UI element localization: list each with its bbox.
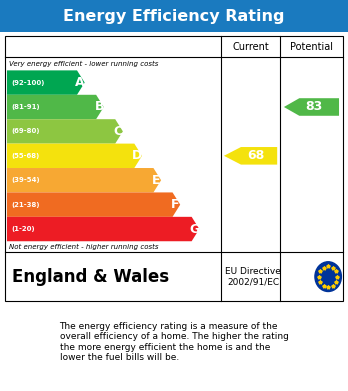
Text: E: E <box>152 174 161 187</box>
Text: Energy Efficiency Rating: Energy Efficiency Rating <box>63 9 285 23</box>
Bar <box>5 36 343 301</box>
Text: Potential: Potential <box>290 42 333 52</box>
Text: A: A <box>75 76 85 89</box>
Text: (55-68): (55-68) <box>11 153 39 159</box>
Polygon shape <box>7 192 180 217</box>
Text: 68: 68 <box>247 149 264 162</box>
Text: 83: 83 <box>306 100 323 113</box>
Polygon shape <box>7 143 142 168</box>
Text: (21-38): (21-38) <box>11 202 40 208</box>
Text: C: C <box>114 125 123 138</box>
Circle shape <box>315 262 341 292</box>
Polygon shape <box>7 70 85 95</box>
Polygon shape <box>7 95 104 119</box>
Text: England & Wales: England & Wales <box>12 267 169 286</box>
Text: (81-91): (81-91) <box>11 104 40 110</box>
Polygon shape <box>284 98 339 116</box>
Text: The energy efficiency rating is a measure of the
overall efficiency of a home. T: The energy efficiency rating is a measur… <box>60 322 288 362</box>
Text: (39-54): (39-54) <box>11 177 40 183</box>
Bar <box>0 0 348 32</box>
Polygon shape <box>7 168 161 192</box>
Text: (92-100): (92-100) <box>11 80 45 86</box>
Text: D: D <box>132 149 143 162</box>
Text: Very energy efficient - lower running costs: Very energy efficient - lower running co… <box>9 61 158 67</box>
Text: EU Directive
2002/91/EC: EU Directive 2002/91/EC <box>225 267 281 286</box>
Polygon shape <box>7 217 199 241</box>
Polygon shape <box>7 119 123 143</box>
Text: Not energy efficient - higher running costs: Not energy efficient - higher running co… <box>9 244 158 250</box>
Text: (1-20): (1-20) <box>11 226 35 232</box>
Text: G: G <box>190 222 200 235</box>
Text: Current: Current <box>232 42 269 52</box>
Polygon shape <box>224 147 277 165</box>
Text: (69-80): (69-80) <box>11 128 40 135</box>
Text: F: F <box>171 198 180 211</box>
Text: B: B <box>94 100 104 113</box>
